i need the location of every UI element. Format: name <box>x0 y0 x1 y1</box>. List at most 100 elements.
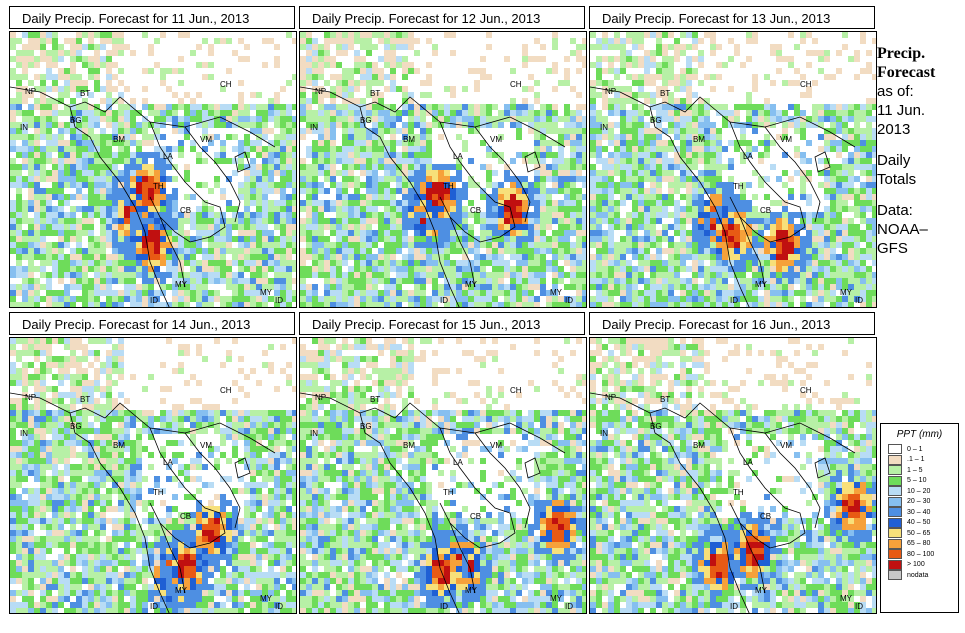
map-label-np: NP <box>315 393 326 402</box>
map-label-np: NP <box>315 87 326 96</box>
legend-item: 0 – 1 <box>888 444 958 455</box>
panel-title: Daily Precip. Forecast for 12 Jun., 2013 <box>299 6 585 29</box>
map-label-id: ID <box>855 296 863 305</box>
map-label-cb: CB <box>760 206 771 215</box>
legend-item: 50 – 65 <box>888 528 958 539</box>
map-label-bt: BT <box>80 395 90 404</box>
map-label-ch: CH <box>510 80 522 89</box>
map-label-id: ID <box>730 296 738 305</box>
map-label-in: IN <box>310 123 318 132</box>
map-label-bg: BG <box>70 116 82 125</box>
map-label-in: IN <box>310 429 318 438</box>
legend-swatch <box>888 570 902 581</box>
legend-swatch <box>888 517 902 528</box>
map-label-cb: CB <box>180 512 191 521</box>
legend-label: nodata <box>907 571 929 579</box>
map-label-in: IN <box>20 123 28 132</box>
legend-swatch <box>888 507 902 518</box>
sidebar-data-3: GFS <box>877 240 908 257</box>
sidebar-heading-1: Precip. <box>877 45 926 62</box>
map-label-vm: VM <box>490 135 502 144</box>
legend-item: > 100 <box>888 559 958 571</box>
map-label-bt: BT <box>370 89 380 98</box>
map-label-ch: CH <box>220 386 232 395</box>
legend-label: 40 – 50 <box>907 519 931 527</box>
map-label-la: LA <box>743 458 753 467</box>
map-label-id: ID <box>855 602 863 611</box>
map-label-vm: VM <box>200 441 212 450</box>
map-label-ch: CH <box>800 386 812 395</box>
precip-map: CH NP BT IN BG BM VM LA TH CB MY ID ID MY <box>589 337 877 614</box>
legend-swatch <box>888 528 902 539</box>
map-label-bm: BM <box>113 135 125 144</box>
legend-label: 20 – 30 <box>907 498 931 506</box>
panel-title: Daily Precip. Forecast for 11 Jun., 2013 <box>9 6 295 29</box>
legend-label: 30 – 40 <box>907 508 931 516</box>
legend-item: .1 – 1 <box>888 454 958 466</box>
ppt-legend: PPT (mm) 0 – 1 .1 – 1 1 – 5 5 – 10 10 – 20 20… <box>880 423 959 613</box>
map-label-ch: CH <box>800 80 812 89</box>
legend-swatch <box>888 496 902 507</box>
legend-item: nodata <box>888 570 958 581</box>
legend-item: 1 – 5 <box>888 465 958 476</box>
forecast-panel-1: Daily Precip. Forecast for 11 Jun., 2013… <box>9 6 297 308</box>
legend-swatch <box>888 475 902 486</box>
legend-swatch <box>888 538 902 549</box>
map-label-my: MY <box>175 586 188 595</box>
map-label-vm: VM <box>490 441 502 450</box>
map-label-ch: CH <box>510 386 522 395</box>
legend-swatch <box>888 549 902 560</box>
map-label-la: LA <box>163 458 173 467</box>
legend-item: 20 – 30 <box>888 496 958 508</box>
legend-swatch <box>888 454 902 465</box>
map-label-bt: BT <box>370 395 380 404</box>
map-label-la: LA <box>163 152 173 161</box>
map-label-bm: BM <box>113 441 125 450</box>
map-label-np: NP <box>25 87 36 96</box>
map-label-my: MY <box>755 586 768 595</box>
map-label-bt: BT <box>660 89 670 98</box>
legend-label: > 100 <box>907 561 925 569</box>
legend-swatch <box>888 559 902 570</box>
map-label-th: TH <box>153 488 164 497</box>
legend-swatch <box>888 486 902 497</box>
sidebar-date-2: 2013 <box>877 121 911 138</box>
sidebar-totals-1: Daily <box>877 152 911 169</box>
legend-swatch <box>888 444 902 455</box>
legend-item: 65 – 80 <box>888 538 958 550</box>
map-label-th: TH <box>733 488 744 497</box>
map-label-th: TH <box>443 182 454 191</box>
map-label-bg: BG <box>650 422 662 431</box>
map-label-la: LA <box>743 152 753 161</box>
map-label-my: MY <box>840 594 853 603</box>
map-label-my: MY <box>465 586 478 595</box>
map-label-bt: BT <box>80 89 90 98</box>
panel-title: Daily Precip. Forecast for 16 Jun., 2013 <box>589 312 875 335</box>
forecast-panel-5: Daily Precip. Forecast for 15 Jun., 2013… <box>299 312 587 614</box>
map-label-my: MY <box>840 288 853 297</box>
map-label-my: MY <box>755 280 768 289</box>
legend-label: 1 – 5 <box>907 466 923 474</box>
map-label-id: ID <box>440 296 448 305</box>
map-label-bt: BT <box>660 395 670 404</box>
legend-item: 30 – 40 <box>888 507 958 518</box>
map-label-vm: VM <box>200 135 212 144</box>
legend-item: 40 – 50 <box>888 517 958 529</box>
panel-title: Daily Precip. Forecast for 13 Jun., 2013 <box>589 6 875 29</box>
map-label-th: TH <box>733 182 744 191</box>
map-label-la: LA <box>453 458 463 467</box>
precip-map: CH NP BT IN BG BM VM LA TH CB MY ID ID MY <box>299 31 587 308</box>
legend-item: 5 – 10 <box>888 475 958 487</box>
legend-label: 0 – 1 <box>907 445 923 453</box>
legend-swatch <box>888 465 902 476</box>
map-label-vm: VM <box>780 441 792 450</box>
map-label-th: TH <box>153 182 164 191</box>
map-label-bm: BM <box>403 135 415 144</box>
precip-map: CH NP BT IN BG BM VM LA TH CB MY ID ID MY <box>9 31 297 308</box>
map-label-in: IN <box>600 123 608 132</box>
panel-title: Daily Precip. Forecast for 14 Jun., 2013 <box>9 312 295 335</box>
